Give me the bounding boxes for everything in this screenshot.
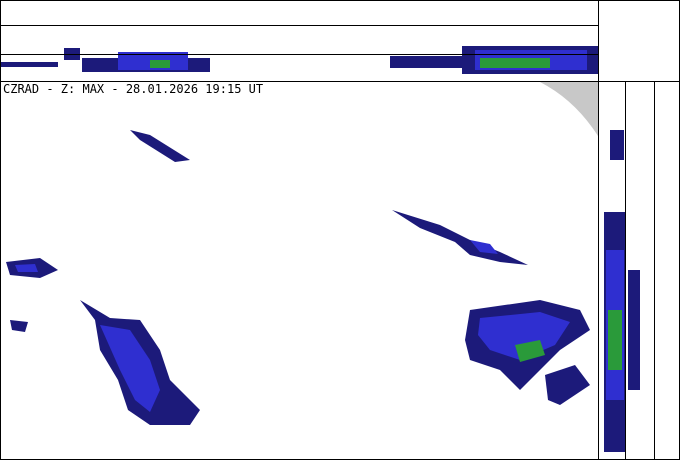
right-projection xyxy=(604,130,640,452)
top-projection xyxy=(0,46,598,74)
out-of-range xyxy=(540,82,598,136)
echoes xyxy=(6,130,590,425)
header-title: CZRAD - Z: MAX - 28.01.2026 19:15 UT xyxy=(3,82,263,96)
